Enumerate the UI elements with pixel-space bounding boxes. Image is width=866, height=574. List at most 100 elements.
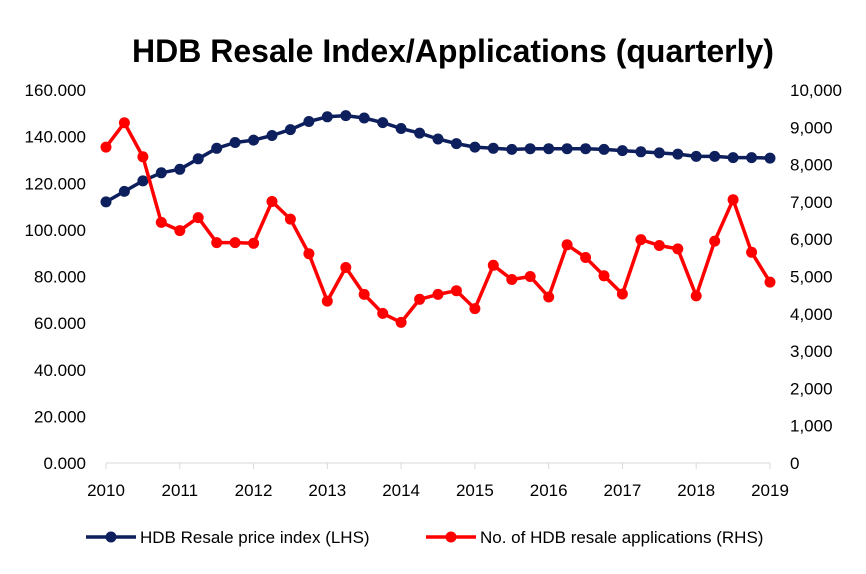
right-axis-tick-label: 6,000 [790, 230, 833, 249]
data-point [284, 124, 296, 136]
data-point [598, 143, 610, 155]
data-point [303, 248, 315, 260]
data-point [653, 147, 665, 159]
left-y-axis: 0.000 20.000 40.000 60.000 80.000 100.000 120.… [25, 81, 86, 473]
right-axis-tick-label: 8,000 [790, 156, 833, 175]
x-axis-tick-label: 2018 [677, 481, 715, 500]
data-point [248, 134, 260, 146]
left-axis-tick-label: 120.000 [25, 174, 86, 193]
data-point [414, 293, 426, 305]
data-point [321, 111, 333, 123]
chart-title: HDB Resale Index/Applications (quarterly… [132, 33, 774, 69]
data-point [100, 196, 112, 208]
data-point [709, 235, 721, 247]
data-point [487, 142, 499, 154]
data-point [635, 234, 647, 246]
data-point [377, 307, 389, 319]
left-axis-tick-label: 140.000 [25, 128, 86, 147]
data-point [580, 252, 592, 263]
series-1 [100, 110, 776, 208]
series-line [105, 113, 771, 204]
data-point [432, 288, 444, 300]
data-point [506, 143, 518, 155]
data-point [746, 152, 758, 164]
data-point [340, 110, 352, 122]
right-axis-tick-label: 5,000 [790, 268, 833, 287]
right-axis-tick-label: 1,000 [790, 417, 833, 436]
data-point [487, 259, 499, 271]
left-axis-tick-label: 40.000 [34, 361, 86, 380]
data-point [580, 143, 592, 155]
data-point [321, 295, 333, 307]
data-point [746, 246, 758, 258]
left-axis-tick-label: 160.000 [25, 81, 86, 100]
data-point [229, 137, 241, 148]
data-point [284, 213, 296, 225]
data-point [100, 141, 112, 153]
right-axis-tick-label: 2,000 [790, 379, 833, 398]
right-axis-tick-label: 10,000 [790, 81, 842, 100]
x-axis-tick-label: 2013 [308, 481, 346, 500]
data-point [174, 163, 186, 175]
x-axis-tick-label: 2014 [382, 481, 420, 500]
data-point [764, 276, 776, 288]
data-point [137, 151, 149, 163]
data-point [561, 239, 573, 251]
data-point [395, 316, 407, 328]
data-point [137, 175, 149, 187]
left-axis-tick-label: 100.000 [25, 221, 86, 240]
data-point [598, 270, 610, 282]
x-axis-tick-label: 2015 [456, 481, 494, 500]
data-point [192, 212, 204, 224]
data-point [248, 237, 260, 249]
data-point [340, 262, 352, 273]
legend-label: HDB Resale price index (LHS) [140, 528, 370, 547]
data-point [211, 142, 223, 154]
left-axis-tick-label: 20.000 [34, 407, 86, 426]
right-axis-tick-label: 3,000 [790, 342, 833, 361]
x-axis-tick-label: 2017 [604, 481, 642, 500]
data-point [616, 288, 628, 300]
left-axis-tick-label: 60.000 [34, 314, 86, 333]
data-point [727, 152, 739, 164]
data-point [450, 138, 462, 150]
legend: HDB Resale price index (LHS) No. of HDB r… [86, 528, 763, 547]
data-point [616, 145, 628, 157]
x-axis-tick-label: 2019 [751, 481, 789, 500]
data-point [543, 291, 555, 303]
data-point [524, 143, 536, 155]
data-point [709, 150, 721, 162]
data-point [524, 271, 536, 282]
left-axis-tick-label: 0.000 [43, 454, 86, 473]
data-point [432, 133, 444, 145]
right-axis-tick-label: 7,000 [790, 193, 833, 212]
data-point [192, 153, 204, 165]
data-point [690, 290, 702, 302]
data-point [672, 148, 684, 160]
data-point [174, 225, 186, 237]
data-point [118, 117, 130, 129]
right-axis-tick-label: 0 [790, 454, 799, 473]
data-point [377, 117, 389, 129]
data-point [672, 243, 684, 255]
x-axis: 2010 2011 2012 2013 2014 2015 2016 2017 2018 2019 [87, 462, 789, 500]
legend-item-1: HDB Resale price index (LHS) [86, 528, 370, 547]
data-point [635, 146, 647, 158]
data-point [561, 143, 573, 155]
left-axis-tick-label: 80.000 [34, 268, 86, 287]
data-point [450, 285, 462, 297]
right-axis-tick-label: 4,000 [790, 305, 833, 324]
x-axis-tick-label: 2012 [235, 481, 273, 500]
plot-area [100, 110, 776, 328]
data-point [211, 237, 223, 249]
data-point [266, 196, 278, 207]
data-point [469, 141, 481, 153]
data-point [118, 185, 130, 197]
legend-label: No. of HDB resale applications (RHS) [480, 528, 763, 547]
data-point [303, 116, 315, 127]
data-point [543, 143, 555, 155]
data-point [727, 194, 739, 206]
data-point [358, 112, 370, 124]
data-point [266, 130, 278, 141]
